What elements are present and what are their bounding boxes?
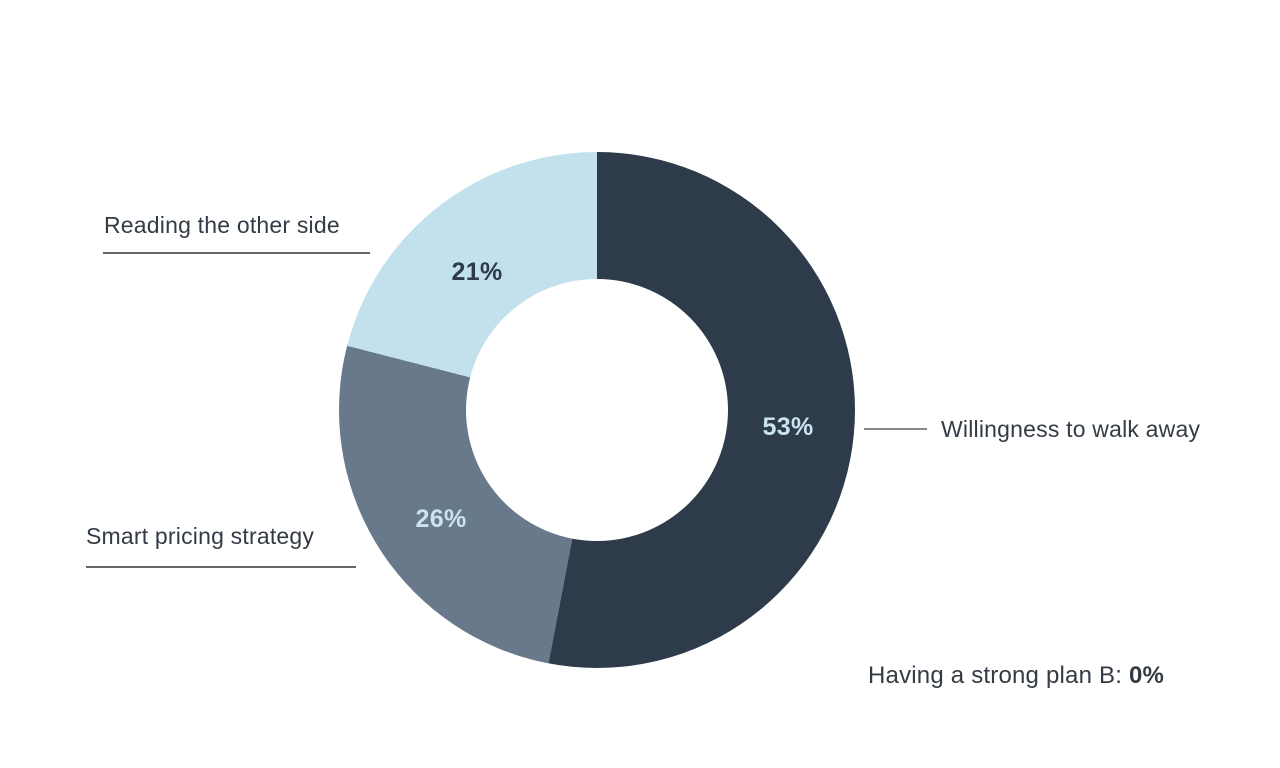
plan-b-annotation-value: 0% [1128, 662, 1165, 689]
slice-label-reading-other-side: Reading the other side [104, 212, 340, 238]
label-underline-smart [86, 566, 356, 568]
plan-b-annotation-text: Having a strong plan B: [868, 662, 1129, 689]
label-connector-willingness [864, 428, 927, 430]
slice-value-willingness: 53% [762, 413, 814, 441]
donut-hole [466, 279, 728, 541]
label-underline-reading [103, 252, 370, 254]
donut-chart [339, 152, 855, 668]
slice-label-smart-pricing: Smart pricing strategy [86, 523, 315, 549]
slice-label-willingness: Willingness to walk away [941, 416, 1201, 442]
slice-value-smart-pricing: 26% [415, 505, 467, 533]
slice-value-reading-other-side: 21% [451, 258, 503, 286]
plan-b-annotation: Having a strong plan B: 0% [868, 662, 1164, 690]
